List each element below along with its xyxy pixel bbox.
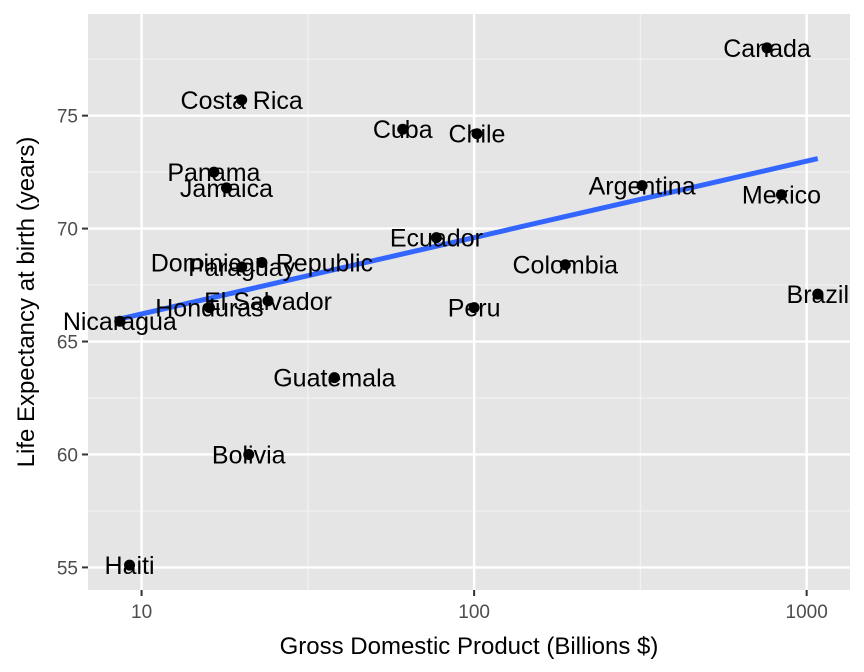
data-point [114, 315, 126, 327]
y-axis-ticks: 55 60 65 70 75 [57, 107, 88, 579]
point-label: Cuba [373, 116, 433, 144]
data-point [812, 288, 824, 300]
data-point [636, 180, 648, 192]
data-point [559, 259, 571, 271]
x-axis-title: Gross Domestic Product (Billions $) [280, 633, 659, 660]
y-axis-title: Life Expectancy at birth (years) [13, 137, 40, 468]
data-point [397, 123, 409, 135]
point-label: Bolivia [212, 441, 286, 469]
major-gridlines [88, 14, 850, 590]
x-tick-label: 1000 [786, 602, 828, 623]
data-point [262, 295, 274, 307]
data-point [220, 182, 232, 194]
data-point [471, 128, 483, 140]
data-point [236, 261, 248, 273]
point-label: Dominican Republic [151, 249, 373, 277]
point-label: Haiti [105, 552, 155, 580]
point-label: Paraguay [188, 254, 296, 282]
data-point [243, 448, 255, 460]
trend-line [119, 156, 819, 322]
x-tick-label: 100 [458, 602, 490, 623]
data-points [114, 42, 824, 571]
point-label: Honduras [155, 295, 263, 323]
point-label: Canada [723, 35, 811, 63]
point-label: Peru [448, 295, 501, 323]
plot-panel [88, 14, 850, 590]
point-label: Jamaica [180, 175, 273, 203]
data-point [256, 256, 268, 268]
data-point [430, 232, 442, 244]
point-label: Costa Rica [181, 87, 303, 115]
x-tick-label: 10 [131, 602, 152, 623]
data-point [203, 302, 215, 314]
y-tick-label: 55 [57, 558, 78, 579]
y-tick-label: 70 [57, 220, 78, 241]
y-tick-label: 65 [57, 333, 78, 354]
data-point [236, 94, 248, 106]
point-label: Guatemala [273, 365, 395, 393]
data-point [468, 302, 480, 314]
point-label: Colombia [512, 252, 618, 280]
x-axis-ticks: 10 100 1000 [131, 590, 828, 623]
point-label: Ecuador [390, 225, 483, 253]
point-label: Nicaragua [63, 308, 177, 336]
data-point [775, 189, 787, 201]
data-point [761, 42, 773, 54]
point-label: Chile [448, 121, 505, 149]
data-point [328, 372, 340, 384]
point-label: Argentina [589, 173, 696, 201]
point-label: Brazil [787, 281, 850, 309]
data-point [124, 559, 136, 571]
y-tick-label: 60 [57, 445, 78, 466]
y-tick-label: 75 [57, 107, 78, 128]
point-label: Panama [167, 159, 260, 187]
point-label: El Salvador [204, 288, 332, 316]
point-label: Mexico [742, 182, 821, 210]
data-point [208, 166, 220, 178]
